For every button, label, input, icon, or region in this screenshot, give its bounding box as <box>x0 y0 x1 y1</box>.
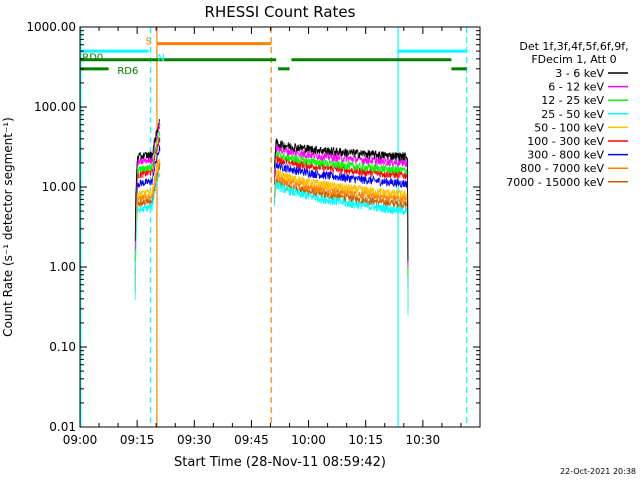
legend-header-line-1: Det 1f,3f,4f,5f,6f,9f, <box>519 40 628 53</box>
x-tick-label: 10:00 <box>291 433 326 447</box>
y-tick-label: 100.00 <box>34 100 76 114</box>
flag-label: N <box>157 53 164 64</box>
y-tick-label: 1.00 <box>49 260 76 274</box>
x-tick-label: 10:30 <box>406 433 441 447</box>
x-tick-label: 10:15 <box>348 433 383 447</box>
series-line <box>134 119 409 261</box>
render-timestamp: 22-Oct-2021 20:38 <box>560 467 636 476</box>
series-line <box>134 173 409 316</box>
y-tick-label: 0.10 <box>49 340 76 354</box>
flag-layer: SN RD0 RD6 <box>80 36 467 77</box>
legend-label: 100 - 300 keV <box>527 135 604 148</box>
flag-label: RD0 <box>82 52 103 63</box>
legend-label: 25 - 50 keV <box>541 108 604 121</box>
x-tick-label: 09:45 <box>234 433 269 447</box>
legend-label: 50 - 100 keV <box>534 121 604 134</box>
flag-label: RD6 <box>117 66 138 77</box>
legend-header-line-2: FDecim 1, Att 0 <box>531 53 616 66</box>
legend-label: 6 - 12 keV <box>548 81 604 94</box>
x-tick-label: 09:30 <box>177 433 212 447</box>
chart-title: RHESSI Count Rates <box>205 3 356 21</box>
y-tick-label: 0.01 <box>49 420 76 434</box>
y-tick-label: 1000.00 <box>26 20 76 34</box>
legend-label: 7000 - 15000 keV <box>506 176 604 189</box>
legend-label: 3 - 6 keV <box>555 67 604 80</box>
legend: Det 1f,3f,4f,5f,6f,9f, FDecim 1, Att 0 3… <box>506 40 628 189</box>
series-line <box>134 159 409 299</box>
legend-label: 300 - 800 keV <box>527 149 604 162</box>
x-tick-label: 09:00 <box>63 433 98 447</box>
series-line <box>134 163 409 309</box>
plot-frame <box>79 26 481 428</box>
flag-label: S <box>146 36 152 47</box>
axis-layer: 0.01 0.10 1.00 10.00 100.00 1000.00 09:00 09:15… <box>26 20 480 447</box>
x-tick-label: 09:15 <box>120 433 155 447</box>
legend-label: 800 - 7000 keV <box>520 162 604 175</box>
data-layer <box>80 27 468 427</box>
legend-label: 12 - 25 keV <box>541 94 604 107</box>
x-axis-label: Start Time (28-Nov-11 08:59:42) <box>174 455 386 470</box>
y-tick-label: 10.00 <box>42 180 76 194</box>
series-line <box>134 145 409 288</box>
y-axis-label: Count Rate (s⁻¹ detector segment⁻¹) <box>1 117 15 337</box>
